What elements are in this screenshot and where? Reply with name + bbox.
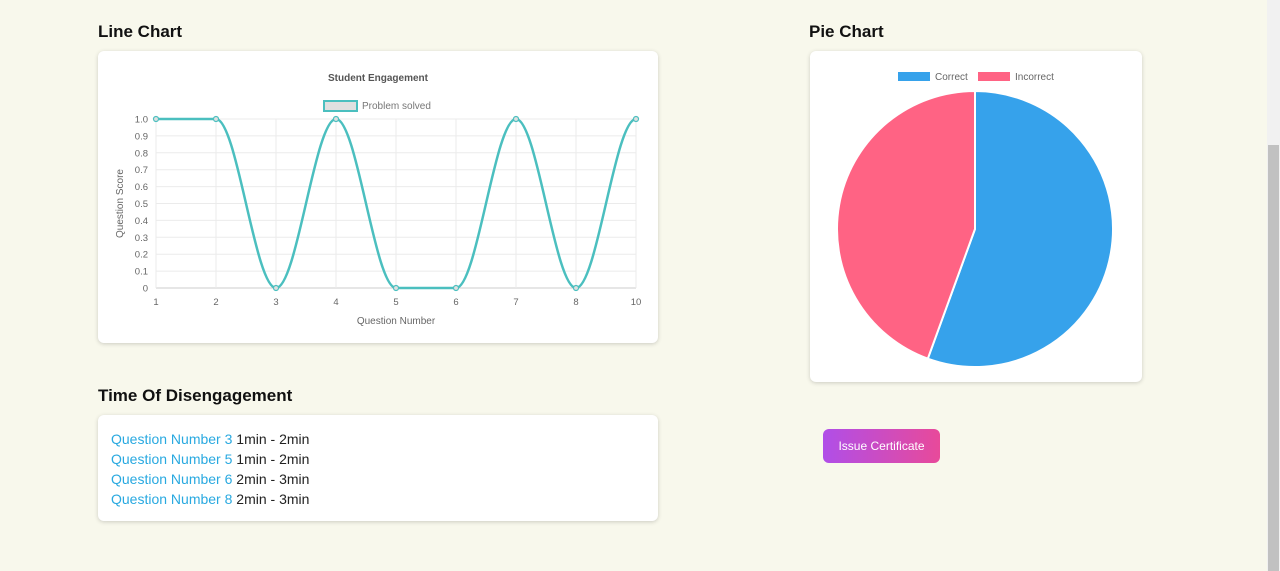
x-tick-label: 3 — [273, 297, 278, 308]
data-point — [632, 115, 640, 123]
scrollbar-thumb[interactable] — [1268, 145, 1279, 571]
y-tick-label: 0.3 — [135, 233, 148, 244]
x-tick-label: 6 — [453, 297, 458, 308]
pie-chart-heading: Pie Chart — [809, 22, 884, 41]
y-tick-label: 0.2 — [135, 250, 148, 261]
data-point — [272, 284, 280, 292]
disengagement-item: Question Number 6 2min - 3min — [111, 469, 645, 489]
issue-certificate-button[interactable]: Issue Certificate — [823, 429, 940, 463]
y-tick-label: 0.4 — [135, 216, 148, 227]
y-tick-label: 0 — [143, 284, 148, 295]
disengagement-item: Question Number 3 1min - 2min — [111, 429, 645, 449]
x-tick-label: 7 — [513, 297, 518, 308]
data-point — [332, 115, 340, 123]
legend-label: Incorrect — [1015, 72, 1054, 83]
legend-swatch — [898, 72, 930, 81]
disengagement-item: Question Number 5 1min - 2min — [111, 449, 645, 469]
chart-title: Student Engagement — [328, 73, 429, 84]
data-point — [452, 284, 460, 292]
y-tick-label: 0.9 — [135, 131, 148, 142]
disengagement-heading: Time Of Disengagement — [98, 386, 293, 405]
legend-label: Correct — [935, 72, 968, 83]
pie-slice — [926, 89, 1114, 368]
y-axis-label: Question Score — [115, 169, 126, 238]
pie-chart-card: Correct Incorrect — [810, 51, 1142, 382]
y-tick-label: 1.0 — [135, 115, 148, 126]
legend-swatch — [978, 72, 1010, 81]
data-point — [572, 284, 580, 292]
legend-label: Problem solved — [362, 101, 431, 112]
disengagement-item: Question Number 8 2min - 3min — [111, 489, 645, 509]
line-chart-heading: Line Chart — [98, 22, 183, 41]
time-range: 1min - 2min — [236, 431, 310, 447]
question-link[interactable]: Question Number 3 — [111, 431, 233, 447]
x-tick-label: 10 — [631, 297, 642, 308]
disengagement-card: Question Number 3 1min - 2min Question Nu… — [98, 415, 658, 521]
time-range: 2min - 3min — [236, 491, 310, 507]
line-chart: Student Engagement Problem solved 0 0.1 0.2 0… — [115, 73, 642, 327]
data-point — [512, 115, 520, 123]
question-link[interactable]: Question Number 8 — [111, 491, 233, 507]
legend-swatch — [323, 100, 358, 112]
question-link[interactable]: Question Number 6 — [111, 471, 233, 487]
line-chart-card: Student Engagement Problem solved 0 0.1 0.2 0… — [98, 51, 658, 343]
y-tick-label: 0.1 — [135, 267, 148, 278]
question-link[interactable]: Question Number 5 — [111, 451, 233, 467]
data-point — [392, 284, 400, 292]
data-point — [152, 115, 160, 123]
y-tick-label: 0.6 — [135, 182, 148, 193]
time-range: 2min - 3min — [236, 471, 310, 487]
disengagement-list: Question Number 3 1min - 2min Question Nu… — [98, 415, 658, 523]
y-tick-label: 0.5 — [135, 199, 148, 210]
x-tick-label: 1 — [153, 297, 158, 308]
y-tick-label: 0.7 — [135, 165, 148, 176]
y-tick-label: 0.8 — [135, 148, 148, 159]
x-axis-label: Question Number — [357, 316, 436, 327]
x-tick-label: 2 — [213, 297, 218, 308]
data-point — [212, 115, 220, 123]
pie-slice — [836, 89, 976, 360]
pie-chart: Correct Incorrect — [836, 72, 1114, 368]
x-tick-label: 4 — [333, 297, 338, 308]
time-range: 1min - 2min — [236, 451, 310, 467]
x-tick-label: 8 — [573, 297, 578, 308]
scrollbar[interactable] — [1267, 0, 1280, 571]
x-tick-label: 5 — [393, 297, 398, 308]
